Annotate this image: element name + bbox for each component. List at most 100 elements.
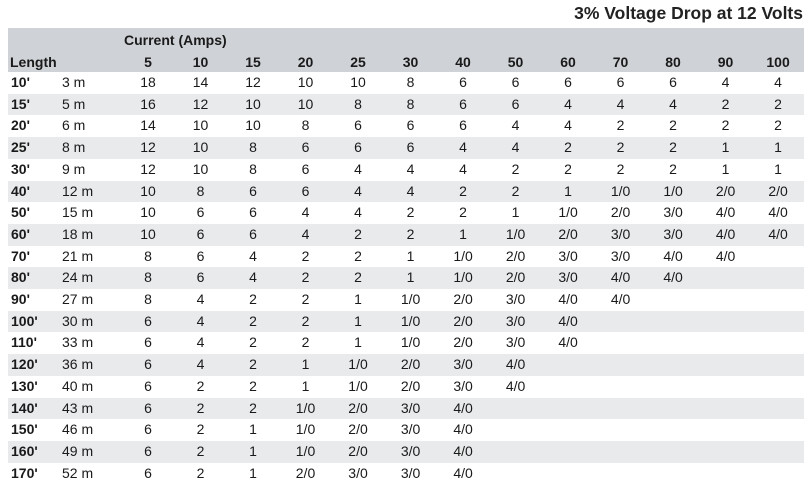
gauge-cell: 4: [406, 182, 415, 199]
gauge-cell: 2: [196, 399, 205, 416]
gauge-cell: 4/0: [610, 269, 631, 286]
gauge-cell: 1/0: [348, 377, 368, 394]
length-meters-cell: 8 m: [62, 139, 86, 156]
gauge-cell: 2: [511, 160, 520, 177]
gauge-cell: 6: [249, 182, 257, 199]
amp-header-cell: 30: [402, 54, 419, 70]
gauge-cell: [489, 398, 542, 420]
table-row: 50' 15 m 10 6 6 4 4 2 2 1 1/0 2/0 3/0 4/0 4/0: [8, 202, 805, 224]
length-meters-cell: 27 m: [62, 291, 94, 308]
gauge-cell: 4/0: [453, 399, 473, 416]
gauge-cell: 10: [192, 139, 209, 156]
gauge-cell: 14: [192, 74, 209, 90]
gauge-cell: 2/0: [715, 182, 736, 199]
gauge-cell: [594, 332, 647, 354]
gauge-cell: 12: [245, 74, 261, 90]
gauge-cell: [699, 419, 752, 441]
table-row: 110' 33 m 6 4 2 2 1 1/0 2/0 3/0 4/0: [8, 332, 805, 355]
gauge-cell: 10: [192, 160, 209, 177]
gauge-cell: 4: [669, 95, 677, 112]
gauge-cell: [647, 354, 699, 376]
gauge-cell: 4/0: [715, 204, 736, 221]
gauge-cell: [647, 332, 699, 354]
gauge-cell: [752, 267, 804, 289]
gauge-cell: 4: [406, 160, 415, 177]
gauge-cell: 1/0: [348, 356, 368, 373]
gauge-cell: 1: [249, 421, 257, 438]
gauge-cell: 1: [249, 464, 257, 481]
table-body: 10' 3 m 18 14 12 10 10 8 6 6 6 6 6 4 4 15' 5 m 16 12 10 10 8 8…: [8, 72, 805, 484]
header-row-amps: Length 5 10 15 20 25 30 40 50 60 70 80 90 100: [8, 52, 805, 72]
gauge-cell: [647, 441, 699, 463]
gauge-cell: 16: [140, 95, 156, 112]
gauge-cell: [489, 419, 542, 441]
length-feet-cell: 60': [11, 225, 30, 242]
length-meters-cell: 30 m: [62, 312, 94, 329]
length-feet-cell: 160': [11, 442, 38, 459]
length-meters-cell: 24 m: [62, 269, 94, 286]
gauge-cell: 2/0: [505, 247, 526, 264]
gauge-cell: 2: [406, 204, 415, 221]
amp-header-cell: 25: [350, 54, 366, 70]
length-meters-cell: 18 m: [62, 225, 94, 242]
gauge-cell: 2: [249, 356, 257, 373]
length-meters-cell: 43 m: [62, 399, 94, 416]
gauge-cell: [699, 398, 752, 420]
gauge-cell: 1: [301, 377, 310, 394]
gauge-cell: 6: [249, 225, 257, 242]
gauge-cell: 6: [144, 377, 152, 394]
gauge-cell: 3/0: [400, 442, 421, 459]
gauge-cell: 1: [774, 139, 782, 156]
gauge-cell: 6: [459, 95, 467, 112]
table-row: 60' 18 m 10 6 6 4 2 2 1 1/0 2/0 3/0 3/0 4/0 4/0: [8, 223, 805, 246]
gauge-cell: 4: [196, 356, 205, 373]
gauge-cell: 2/0: [400, 356, 421, 373]
gauge-cell: 8: [406, 74, 415, 90]
gauge-cell: 2/0: [768, 182, 788, 199]
length-feet-cell: 40': [11, 182, 30, 199]
gauge-cell: 1/0: [453, 247, 473, 264]
gauge-cell: 6: [144, 464, 152, 481]
gauge-cell: 2: [406, 225, 415, 242]
gauge-cell: 3/0: [558, 269, 578, 286]
gauge-cell: 4: [774, 74, 782, 90]
gauge-cell: [699, 311, 752, 333]
gauge-cell: 6: [354, 139, 362, 156]
gauge-cell: 18: [140, 74, 156, 90]
gauge-cell: [699, 441, 752, 463]
gauge-cell: 6: [196, 204, 205, 221]
gauge-cell: 4/0: [558, 291, 578, 308]
amp-header-cell: 20: [297, 54, 314, 70]
gauge-cell: 3/0: [663, 225, 683, 242]
gauge-cell: 4: [721, 74, 730, 90]
gauge-cell: 6: [616, 74, 625, 90]
length-meters-cell: 12 m: [62, 182, 94, 199]
gauge-cell: 1/0: [400, 291, 421, 308]
gauge-cell: 2: [354, 247, 362, 264]
table-row: 100' 30 m 6 4 2 2 1 1/0 2/0 3/0 4/0: [8, 310, 805, 333]
gauge-cell: 8: [354, 95, 362, 112]
gauge-cell: 3/0: [505, 334, 526, 351]
gauge-cell: 3/0: [453, 356, 473, 373]
gauge-cell: 1/0: [663, 182, 683, 199]
gauge-cell: 2: [354, 225, 362, 242]
gauge-cell: 10: [140, 225, 156, 242]
gauge-cell: 2: [616, 160, 625, 177]
length-feet-cell: 90': [11, 291, 30, 308]
gauge-cell: 6: [669, 74, 677, 90]
gauge-cell: 1/0: [505, 225, 526, 242]
length-meters-cell: 33 m: [62, 334, 94, 351]
gauge-cell: [647, 289, 699, 311]
gauge-cell: 4/0: [505, 356, 526, 373]
length-meters-cell: 5 m: [62, 95, 86, 112]
gauge-cell: [594, 311, 647, 333]
amp-header-cell: 5: [144, 54, 152, 70]
gauge-cell: 4: [564, 117, 572, 134]
gauge-cell: 2/0: [453, 334, 473, 351]
gauge-cell: 2: [774, 95, 782, 112]
length-feet-cell: 150': [11, 421, 38, 438]
gauge-cell: [647, 463, 699, 484]
gauge-cell: 6: [406, 117, 415, 134]
table-row: 170' 52 m 6 2 1 2/0 3/0 3/0 4/0: [8, 462, 805, 484]
gauge-cell: 8: [249, 139, 257, 156]
